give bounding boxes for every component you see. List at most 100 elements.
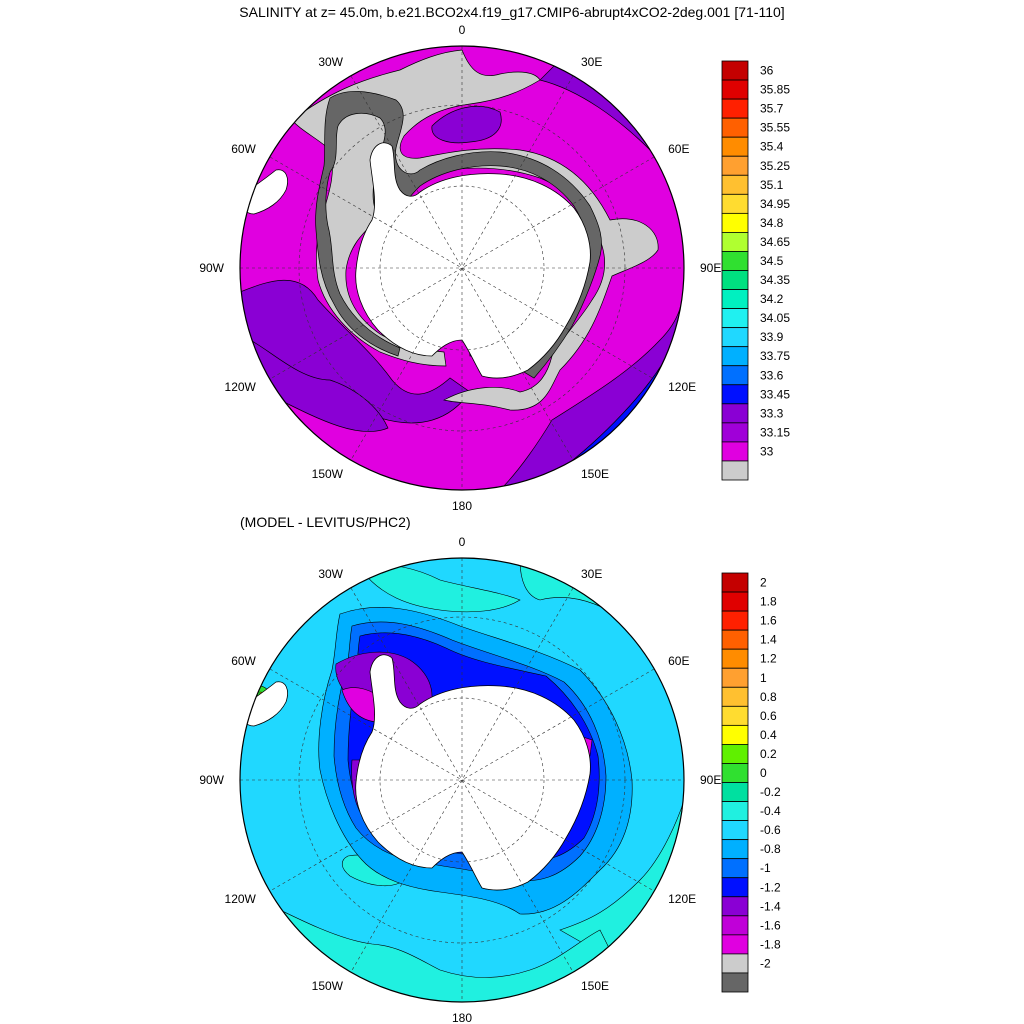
top-colorbar-box-0 — [721, 60, 749, 81]
top-colorbar-box-9 — [721, 232, 749, 252]
top-lon-label-0: 0 — [459, 23, 466, 37]
top-colorbar-label-15: 33.75 — [760, 349, 790, 363]
top-lon-label-4: 120E — [668, 380, 696, 394]
bot-colorbar-label-9: 0.2 — [760, 747, 777, 761]
top-colorbar-box-13 — [721, 308, 749, 329]
bot-colorbar-label-3: 1.4 — [760, 633, 777, 647]
top-lon-label-10: 60W — [231, 142, 256, 156]
top-colorbar-label-5: 35.25 — [760, 159, 790, 173]
top-lon-label-11: 30W — [318, 55, 343, 69]
bot-colorbar-box-19 — [721, 934, 749, 955]
top-colorbar-box-4 — [721, 136, 749, 157]
bot-colorbar-box-9 — [721, 744, 749, 764]
top-map-title: SALINITY at z= 45.0m, b.e21.BCO2x4.f19_g… — [239, 4, 784, 20]
top-lon-label-9: 90W — [199, 261, 224, 275]
bot-map-boundary — [239, 557, 685, 1003]
bot-colorbar-box-0 — [721, 572, 749, 593]
top-colorbar-box-15 — [721, 346, 749, 367]
bot-lon-label-3: 90E — [700, 773, 721, 787]
top-colorbar-label-12: 34.2 — [760, 292, 784, 306]
top-colorbar-box-3 — [721, 117, 749, 138]
top-colorbar-label-11: 34.35 — [760, 273, 790, 287]
top-colorbar-label-20: 33 — [760, 444, 774, 458]
top-lon-labels: 0 30E 60E 90E 120E 150E 180 150W 120W 90W 60W 30W — [199, 23, 721, 513]
top-lon-label-7: 150W — [312, 467, 344, 481]
bot-lon-label-5: 150E — [581, 979, 609, 993]
bot-colorbar-label-4: 1.2 — [760, 652, 777, 666]
top-colorbar-box-21 — [721, 460, 749, 481]
top-colorbar-box-18 — [721, 403, 749, 424]
top-colorbar-label-14: 33.9 — [760, 330, 784, 344]
top-antarctica — [355, 142, 591, 379]
bot-colorbar-box-7 — [721, 705, 749, 726]
bot-colorbar-box-17 — [721, 896, 749, 917]
top-colorbar-label-19: 33.15 — [760, 425, 790, 439]
bot-colorbar-label-15: -1 — [760, 861, 771, 875]
top-colorbar-label-18: 33.3 — [760, 406, 784, 420]
bot-lon-label-2: 60E — [668, 654, 689, 668]
bot-lon-label-10: 60W — [231, 654, 256, 668]
top-colorbar-box-19 — [721, 422, 749, 443]
bot-colorbar-label-17: -1.4 — [760, 899, 781, 913]
bot-colorbar-box-21 — [721, 972, 749, 993]
top-colorbar-box-1 — [721, 79, 749, 100]
bot-colorbar-label-18: -1.6 — [760, 918, 781, 932]
bot-colorbar-label-0: 2 — [760, 576, 767, 590]
top-colorbar-label-4: 35.4 — [760, 140, 784, 154]
bot-colorbar-box-10 — [721, 763, 749, 783]
bot-field-minus0-4-north — [359, 564, 521, 613]
top-lon-label-5: 150E — [581, 467, 609, 481]
top-colorbar-box-14 — [721, 327, 749, 348]
bot-lon-label-6: 180 — [452, 1011, 472, 1024]
bottom-difference-map: 0 30E 60E 90E 120E 150E 180 150W 120W 90W 60W 30W — [199, 535, 721, 1024]
bot-colorbar-box-18 — [721, 915, 749, 936]
top-colorbar-box-6 — [721, 174, 749, 195]
top-lon-label-6: 180 — [452, 499, 472, 513]
top-colorbar-box-12 — [721, 289, 749, 309]
bot-colorbar-label-7: 0.6 — [760, 709, 777, 723]
bot-lon-label-9: 90W — [199, 773, 224, 787]
bot-colorbar-label-8: 0.4 — [760, 728, 777, 742]
bot-colorbar-label-20: -2 — [760, 956, 771, 970]
bot-colorbar-box-5 — [721, 667, 749, 688]
top-colorbar-box-11 — [721, 270, 749, 290]
top-colorbar-box-7 — [721, 193, 749, 214]
top-colorbar-label-16: 33.6 — [760, 368, 784, 382]
top-colorbar-label-3: 35.55 — [760, 121, 790, 135]
bot-colorbar-box-11 — [721, 782, 749, 802]
bottom-map-title: (MODEL - LEVITUS/PHC2) — [240, 514, 411, 530]
bot-colorbar-label-12: -0.4 — [760, 804, 781, 818]
top-colorbar-box-20 — [721, 441, 749, 462]
top-graticule — [240, 46, 684, 490]
bot-colorbar-box-14 — [721, 839, 749, 860]
bot-colorbar-label-2: 1.6 — [760, 614, 777, 628]
top-colorbar-box-5 — [721, 155, 749, 176]
top-colorbar-label-2: 35.7 — [760, 102, 784, 116]
top-colorbar-box-8 — [721, 212, 749, 233]
bot-colorbar-box-8 — [721, 724, 749, 745]
bot-colorbar-box-15 — [721, 858, 749, 879]
bottom-colorbar: 2 1.8 1.6 1.4 1.2 1 0.8 0.6 0.4 0.2 0 -0.2 -0.4 -0.6 -… — [721, 572, 781, 993]
top-salinity-map: 0 30E 60E 90E 120E 150E 180 150W 120W 90W 60W 30W — [199, 23, 721, 513]
bot-colorbar-label-13: -0.6 — [760, 823, 781, 837]
bot-colorbar-box-13 — [721, 820, 749, 841]
top-lon-label-3: 90E — [700, 261, 721, 275]
bot-colorbar-box-1 — [721, 591, 749, 612]
top-lon-label-1: 30E — [581, 55, 602, 69]
top-map-boundary — [239, 45, 685, 491]
top-colorbar-label-10: 34.5 — [760, 254, 784, 268]
bot-colorbar-label-16: -1.2 — [760, 880, 781, 894]
bot-graticule — [240, 558, 684, 1002]
bot-colorbar-box-6 — [721, 686, 749, 707]
top-colorbar-label-9: 34.65 — [760, 235, 790, 249]
bot-lon-label-7: 150W — [312, 979, 344, 993]
top-colorbar-label-8: 34.8 — [760, 216, 784, 230]
top-colorbar-label-17: 33.45 — [760, 387, 790, 401]
bot-colorbar-box-20 — [721, 953, 749, 974]
top-colorbar-box-16 — [721, 365, 749, 386]
bot-colorbar-box-12 — [721, 801, 749, 821]
bot-lon-label-11: 30W — [318, 567, 343, 581]
bot-colorbar-box-2 — [721, 610, 749, 631]
bot-colorbar-label-14: -0.8 — [760, 842, 781, 856]
